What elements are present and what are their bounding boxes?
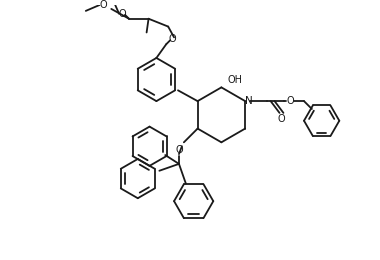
- Text: O: O: [287, 96, 294, 106]
- Text: OH: OH: [228, 75, 242, 84]
- Text: O: O: [278, 114, 285, 124]
- Text: O: O: [175, 145, 183, 155]
- Text: O: O: [168, 34, 176, 44]
- Text: N: N: [245, 96, 253, 106]
- Text: O: O: [118, 9, 126, 19]
- Text: O: O: [100, 0, 107, 10]
